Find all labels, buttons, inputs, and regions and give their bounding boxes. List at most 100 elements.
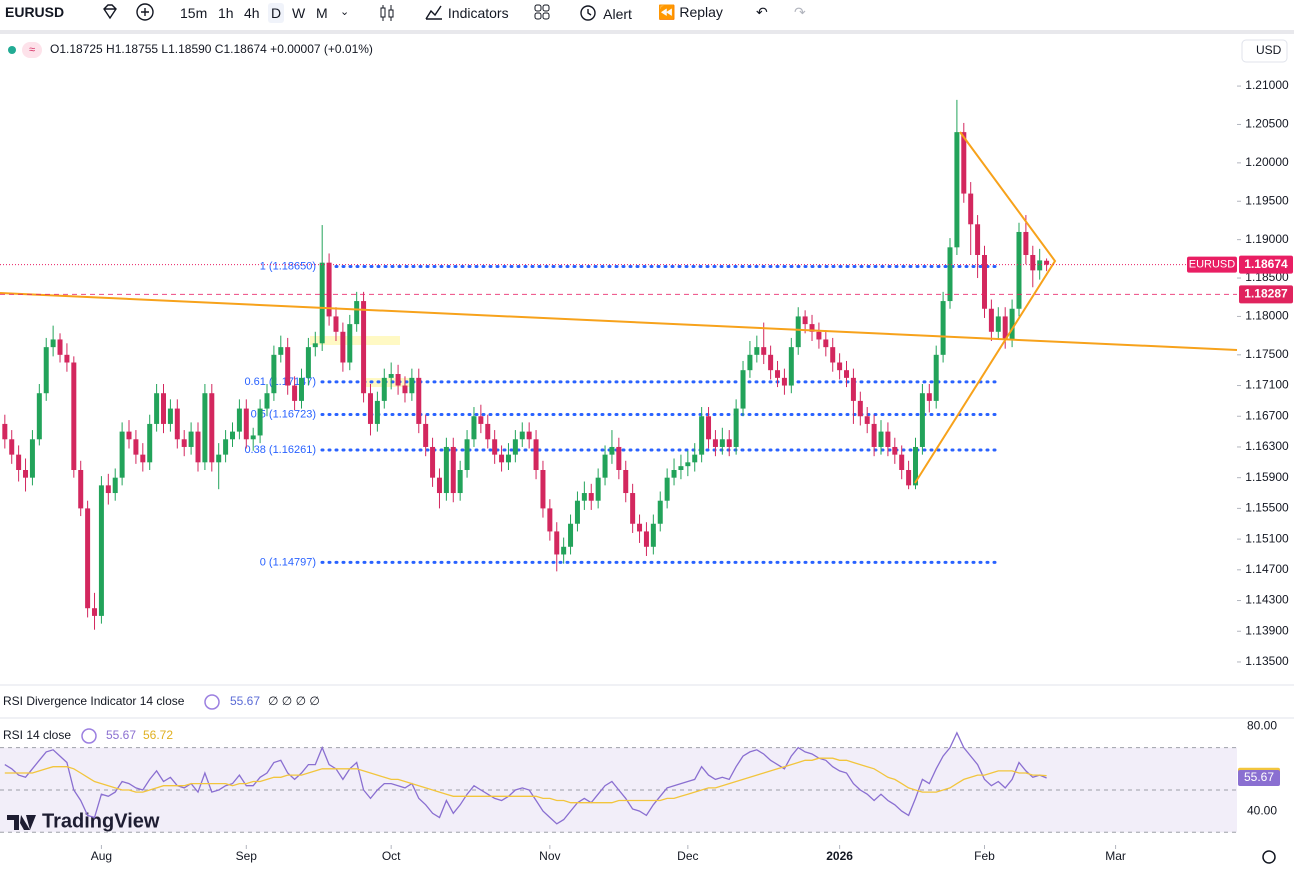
- y-tick-label: 1.17100: [1245, 378, 1289, 392]
- candle-body: [961, 132, 967, 194]
- candle-body: [919, 393, 925, 447]
- candle-body: [547, 508, 553, 532]
- candle-body: [85, 508, 91, 609]
- y-tick-label: 1.14300: [1245, 593, 1289, 607]
- highlight-box: [310, 336, 400, 345]
- interval[interactable]: D: [268, 3, 285, 23]
- candle-body: [216, 454, 222, 463]
- candle-body: [871, 423, 877, 447]
- candle-body: [906, 470, 912, 486]
- watermark: TradingView: [42, 810, 160, 832]
- interval[interactable]: 4h: [244, 5, 260, 21]
- candle-body: [250, 435, 256, 440]
- candle-body: [423, 423, 429, 447]
- y-tick-label: 80.00: [1247, 719, 1277, 733]
- rsi-title: RSI 14 close: [3, 728, 71, 742]
- candle-body: [167, 408, 173, 424]
- candle-body: [533, 439, 539, 470]
- candle-body: [823, 339, 829, 348]
- candle-body: [733, 408, 739, 447]
- icon[interactable]: [100, 3, 120, 25]
- fib-label: 1 (1.18650): [260, 260, 316, 272]
- candle-body: [768, 354, 774, 371]
- candle-body: [747, 354, 753, 371]
- cycle-icon: [204, 694, 220, 710]
- interval[interactable]: 1h: [218, 5, 234, 21]
- interval[interactable]: 15m: [180, 5, 208, 21]
- label: Alert: [603, 6, 632, 22]
- redo[interactable]: ↷: [794, 4, 806, 20]
- candle-body: [643, 531, 649, 547]
- candle-body: [2, 423, 8, 440]
- icon[interactable]: [378, 3, 396, 27]
- candle-body: [202, 393, 208, 463]
- y-tick-label: 1.15100: [1245, 531, 1289, 545]
- candle-body: [775, 370, 781, 378]
- candle-body: [436, 477, 442, 494]
- y-tick-label: 1.18500: [1245, 270, 1289, 284]
- candle-body: [968, 193, 974, 225]
- candle-body: [381, 377, 387, 401]
- undo[interactable]: ↶: [756, 4, 768, 20]
- candle-body: [402, 385, 408, 394]
- candle-body: [340, 331, 346, 363]
- interval[interactable]: M: [316, 5, 328, 21]
- candle-body: [554, 531, 560, 555]
- divergence-flags: ∅ ∅ ∅ ∅: [268, 694, 320, 708]
- candle-body: [140, 454, 146, 463]
- toolbar: EURUSD 15m 1h 4h D W M ⌄ Indicators Aler…: [0, 0, 1294, 34]
- candle-body: [981, 255, 987, 309]
- candle-body: [664, 477, 670, 501]
- button[interactable]: Alert: [578, 3, 632, 23]
- symbol[interactable]: EURUSD: [5, 4, 65, 20]
- candle-body: [478, 416, 484, 424]
- y-tick-label: 1.19000: [1245, 232, 1289, 246]
- rsi-header-value: 55.67: [106, 728, 136, 742]
- icon[interactable]: [533, 3, 551, 25]
- candle-body: [78, 470, 84, 509]
- price-badge-label: 1.18287: [1244, 287, 1288, 301]
- fib-label: 0 (1.14797): [260, 556, 316, 568]
- candle-body: [526, 431, 532, 440]
- candle-body: [29, 439, 35, 478]
- button[interactable]: ⏪ Replay: [658, 3, 723, 21]
- button[interactable]: Indicators: [424, 3, 509, 22]
- candle-body: [940, 301, 946, 355]
- candle-body: [637, 523, 643, 532]
- candle-body: [1009, 308, 1015, 340]
- icon[interactable]: [135, 3, 155, 27]
- candle-body: [319, 262, 325, 344]
- symbol-tag: [1187, 256, 1237, 273]
- value-badge-label: 55.67: [1244, 770, 1274, 784]
- candle-body: [857, 400, 863, 417]
- interval[interactable]: W: [292, 5, 306, 21]
- candle-body: [933, 354, 939, 401]
- price-badge: [1239, 255, 1293, 274]
- candle-body: [23, 470, 29, 478]
- replay-icon: ⏪: [658, 4, 676, 20]
- y-tick-label: 1.15500: [1245, 501, 1289, 515]
- candle-body: [740, 370, 746, 409]
- candle-body: [492, 439, 498, 455]
- settings-icon[interactable]: [1262, 850, 1276, 864]
- candle-body: [285, 347, 291, 386]
- candle-body: [347, 324, 353, 363]
- chevron[interactable]: ⌄: [340, 6, 350, 18]
- status-badge: [22, 42, 42, 58]
- candle-body: [850, 377, 856, 401]
- candle-body: [264, 393, 270, 409]
- currency-button[interactable]: [1241, 39, 1288, 63]
- candle-body: [650, 523, 656, 547]
- candle-body: [71, 362, 77, 470]
- candle-body: [1023, 231, 1029, 255]
- candle-body: [333, 316, 339, 332]
- fib-label: 0.38 (1.16261): [244, 444, 316, 456]
- candle-body: [913, 446, 919, 486]
- candle-body: [367, 393, 373, 424]
- candle-body: [181, 439, 187, 447]
- candle-body: [657, 500, 663, 524]
- candle-body: [361, 301, 367, 394]
- candle-body: [195, 431, 201, 463]
- candle-body: [837, 362, 843, 371]
